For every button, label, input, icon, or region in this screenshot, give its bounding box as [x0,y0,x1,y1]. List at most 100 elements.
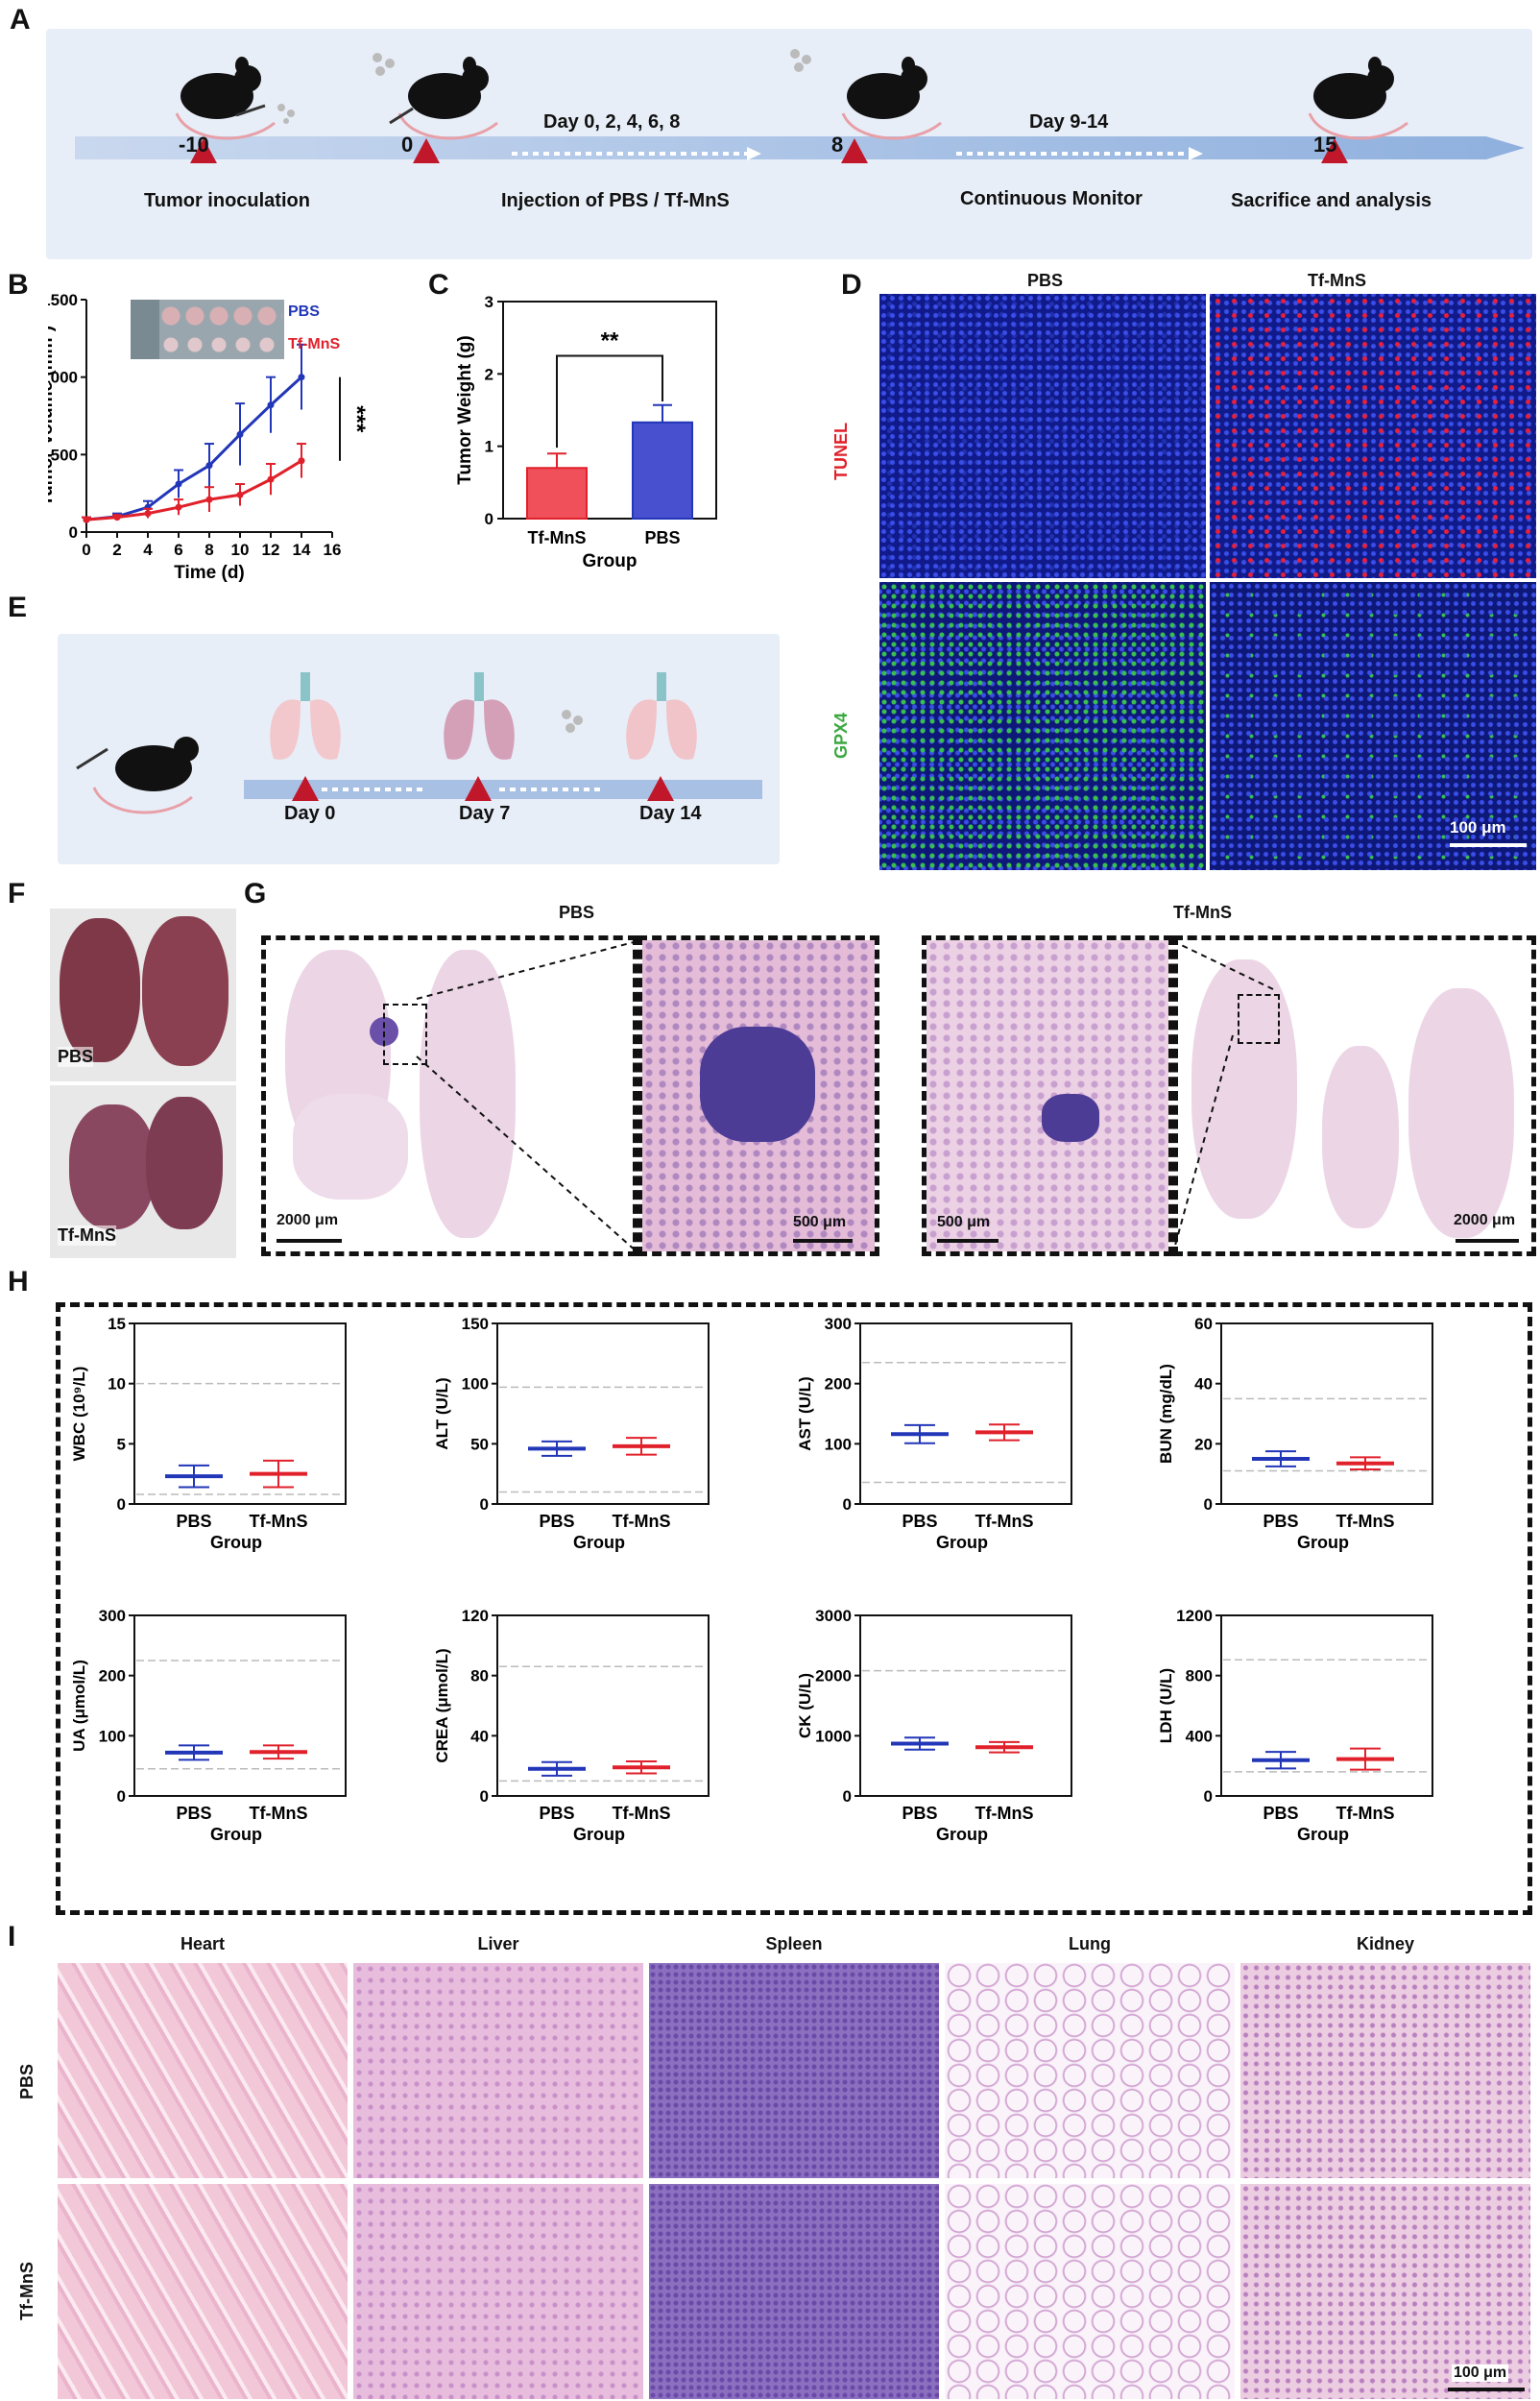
data-point [267,401,275,409]
tumor-photo [131,300,284,359]
y-tick-label: 3 [485,293,493,311]
plot-frame [496,1322,710,1505]
section-title: Tf-MnS [1173,903,1232,922]
category-label: Tf-MnS [1336,1804,1395,1823]
marker-day-minus10 [190,138,217,163]
x-axis-label: Group [573,1825,625,1844]
he-image-kidney-pbs [1240,1963,1530,2178]
x-tick-label: 8 [205,541,213,559]
scale-label: 2000 μm [277,1212,339,1228]
x-tick-label: 16 [324,541,342,559]
y-tick-label: 2000 [815,1667,852,1686]
gpx4-pbs-image [879,582,1206,870]
scale-label: 500 μm [793,1214,847,1230]
he-image-spleen-pbs [649,1963,939,2178]
data-point [236,430,244,438]
organ-title: Liver [477,1934,519,1953]
he-image-lung-pbs [945,1963,1235,2178]
timepoint-label: -10 [179,133,209,157]
y-axis-label: CK (U/L) [796,1673,814,1738]
y-tick-label: 1000 [48,369,78,387]
x-axis-label: Time (d) [174,563,245,583]
category-label: PBS [176,1512,211,1531]
plot-frame [502,301,717,520]
y-axis-label: LDH (U/L) [1157,1668,1175,1743]
x-axis-label: Group [1297,1825,1349,1844]
y-tick-label: 0 [69,523,78,542]
stage-label: Injection of PBS / Tf-MnS [501,190,730,211]
mouse-icon [175,57,276,140]
timepoint-label: Day 14 [639,803,702,824]
he-image-spleen-tfmns [649,2184,939,2399]
plot-frame [496,1614,710,1797]
mouse-icon [76,737,199,814]
category-label: PBS [539,1804,574,1823]
y-tick-label: 60 [1194,1315,1213,1333]
y-tick-label: 200 [99,1667,126,1686]
scale-bar [277,1239,342,1243]
he-image-liver-tfmns [353,2184,643,2399]
y-axis-label: CREA (μmol/L) [433,1648,451,1762]
bar [632,421,693,521]
x-tick-label: 14 [293,541,311,559]
y-tick-label: 80 [470,1667,489,1686]
lung-icon [270,672,341,760]
x-axis-label: Group [210,1825,262,1844]
y-tick-label: 10 [108,1375,126,1394]
timepoint-label: Day 7 [459,803,511,824]
y-tick-label: 20 [1194,1435,1213,1453]
y-tick-label: 2 [485,365,493,383]
y-tick-label: 1200 [1176,1607,1213,1625]
organ-title: Spleen [765,1934,823,1953]
category-label: Tf-MnS [613,1512,671,1531]
mouse-icon [1308,57,1408,140]
series-line [85,376,303,521]
gpx4-tfmns-image [1210,582,1536,870]
y-axis-label: UA (μmol/L) [70,1660,88,1752]
legend-pbs: PBS [288,303,320,320]
y-tick-label: 0 [843,1787,852,1806]
stage-label: Tumor inoculation [144,190,310,211]
scale-bar [937,1239,999,1243]
nanoparticle-icons [562,710,583,733]
y-axis-label: ALT (U/L) [433,1377,451,1449]
blood-panel-box [56,1302,1532,1915]
y-tick-label: 0 [117,1787,126,1806]
he-image-heart-tfmns [58,2184,348,2399]
plot-frame [1220,1614,1433,1797]
y-tick-label: 0 [480,1495,489,1514]
y-tick-label: 0 [1204,1787,1213,1806]
col-title-tfmns: Tf-MnS [1308,271,1366,290]
x-tick-label: 6 [174,541,182,559]
plot-frame [859,1614,1072,1797]
scale-bar [1456,1239,1519,1243]
y-tick-label: 3000 [815,1607,852,1625]
y-tick-label: 0 [843,1495,852,1514]
data-point [205,496,213,503]
panel-label-i: I [8,1921,16,1952]
marker-day-14 [647,776,674,801]
mouse-icon [389,57,498,140]
x-tick-label: 4 [143,541,153,559]
marker-day-0 [413,138,440,163]
timeline-e [76,672,762,814]
panel-label-g: G [244,878,267,909]
lung-photo-pbs: PBS [50,909,236,1081]
y-tick-label: 40 [470,1727,489,1745]
section-title: PBS [559,903,595,922]
photo-label: Tf-MnS [58,1225,116,1246]
y-tick-label: 400 [1186,1727,1213,1745]
timeline-a [75,49,1525,163]
y-tick-label: 0 [1204,1495,1213,1514]
y-tick-label: 100 [825,1435,852,1453]
blood-chart-wbc: 0 5 10 15 WBC (10⁹/L) PBS Tf-MnS Group [70,1315,347,1552]
panel-label-c: C [428,269,449,301]
blood-chemistry-charts: 0 5 10 15 WBC (10⁹/L) PBS Tf-MnS Group 0 50 100 150… [70,1315,1433,1844]
tumor-weight-chart: 0 1 2 3 Tumor Weight (g) Tf-MnS PBS Group ** [455,293,717,571]
x-axis-label: Group [936,1533,988,1552]
x-tick-label: 2 [112,541,121,559]
group-title: PBS [17,2063,36,2099]
significance-label: ** [601,328,619,354]
lung-icon [626,672,697,760]
y-tick-label: 200 [825,1375,852,1394]
